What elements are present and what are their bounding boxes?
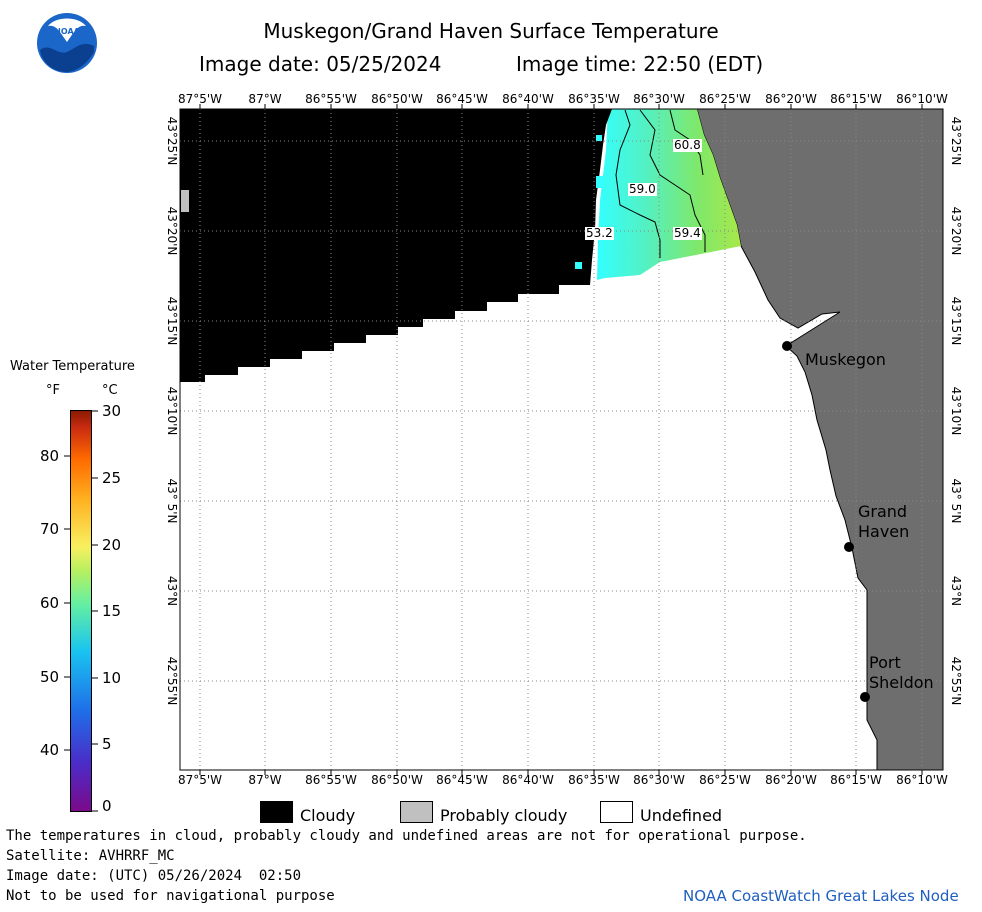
cloud-legend-probably-cloudy-swatch	[400, 801, 433, 823]
legend-c-tick: 20	[102, 536, 122, 554]
lon-label-bottom: 86°50'W	[371, 773, 423, 787]
image-time: Image time: 22:50 (EDT)	[516, 52, 764, 76]
lon-label-top: 86°20'W	[765, 92, 817, 106]
lon-label-top: 86°15'W	[830, 92, 882, 106]
place-label-muskegon: Muskegon	[805, 350, 886, 370]
grand-haven-marker	[844, 542, 854, 552]
cloudy-area	[180, 109, 612, 382]
place-label-line: Sheldon	[869, 673, 934, 692]
legend-f-tick: 60	[40, 594, 60, 612]
legend-f-tick: 40	[40, 741, 60, 759]
footer-utc-date: Image date: (UTC) 05/26/2024 02:50	[6, 868, 302, 884]
muskegon-marker	[782, 341, 792, 351]
lon-label-bottom: 86°10'W	[896, 773, 948, 787]
footer-disclaimer: The temperatures in cloud, probably clou…	[6, 828, 807, 844]
cloud-legend-probably-cloudy-label: Probably cloudy	[440, 806, 568, 825]
footer-satellite: Satellite: AVHRRF_MC	[6, 848, 175, 864]
isotherm-label: 59.4	[673, 226, 702, 240]
sst-speck	[596, 176, 604, 188]
lon-label-bottom: 86°45'W	[436, 773, 488, 787]
place-label-line: Haven	[858, 522, 910, 541]
cloud-legend-cloudy-swatch	[260, 801, 293, 823]
port-sheldon-marker	[860, 692, 870, 702]
lon-label-top: 86°30'W	[633, 92, 685, 106]
legend-title: Water Temperature	[10, 359, 135, 374]
legend-unit-c: °C	[102, 383, 118, 398]
noaa-logo: NOAA	[36, 12, 98, 74]
lon-label-top: 87°W	[248, 92, 282, 106]
lon-label-bottom: 87°5'W	[177, 773, 223, 787]
legend-c-tick: 30	[102, 402, 122, 420]
footer-nav-warning: Not to be used for navigational purpose	[6, 888, 335, 904]
isotherm-label: 60.8	[673, 138, 702, 152]
lon-label-top: 86°40'W	[502, 92, 554, 106]
legend-c-tick: 15	[102, 602, 122, 620]
lon-label-bottom: 86°40'W	[502, 773, 554, 787]
lon-label-top: 86°10'W	[896, 92, 948, 106]
sst-speck	[575, 262, 582, 269]
place-label-port-sheldon: Port Sheldon	[869, 653, 934, 693]
place-label-grand-haven: Grand Haven	[858, 502, 909, 542]
probably-cloudy-patch	[181, 190, 189, 212]
lon-label-top: 86°55'W	[305, 92, 357, 106]
lon-label-bottom: 87°W	[248, 773, 282, 787]
lon-label-top: 86°35'W	[568, 92, 620, 106]
lon-label-top: 86°25'W	[699, 92, 751, 106]
colorbar-ticks	[64, 410, 98, 812]
temperature-colorbar	[70, 410, 92, 812]
lon-label-top: 86°50'W	[371, 92, 423, 106]
legend-f-tick: 70	[40, 520, 60, 538]
cloud-legend-undefined-swatch	[600, 801, 633, 823]
legend-c-tick: 0	[102, 797, 112, 815]
tick-marks	[199, 104, 923, 775]
legend-c-tick: 25	[102, 469, 122, 487]
isotherm-label: 53.2	[585, 226, 614, 240]
legend-f-tick: 80	[40, 447, 60, 465]
place-label-line: Grand	[858, 502, 908, 521]
lon-label-top: 87°5'W	[177, 92, 223, 106]
image-date: Image date: 05/25/2024	[199, 52, 442, 76]
lon-label-bottom: 86°30'W	[633, 773, 685, 787]
place-label-line: Muskegon	[805, 350, 886, 369]
place-label-line: Port	[869, 653, 901, 672]
cloud-legend-cloudy-label: Cloudy	[300, 806, 356, 825]
cloud-legend-undefined-label: Undefined	[640, 806, 723, 825]
legend-unit-f: °F	[46, 383, 60, 398]
isotherm-line	[615, 109, 661, 258]
sst-speck	[596, 135, 602, 141]
isotherm-label: 59.0	[628, 182, 657, 196]
map-title: Muskegon/Grand Haven Surface Temperature	[263, 19, 719, 43]
legend-f-tick: 50	[40, 668, 60, 686]
svg-text:NOAA: NOAA	[54, 27, 80, 36]
lon-label-bottom: 86°20'W	[765, 773, 817, 787]
footer-credit: NOAA CoastWatch Great Lakes Node	[683, 887, 959, 905]
lon-label-bottom: 86°25'W	[699, 773, 751, 787]
lon-label-bottom: 86°55'W	[305, 773, 357, 787]
lon-label-top: 86°45'W	[436, 92, 488, 106]
lon-label-bottom: 86°35'W	[568, 773, 620, 787]
legend-c-tick: 10	[102, 669, 122, 687]
map-frame	[179, 108, 944, 771]
legend-c-tick: 5	[102, 735, 112, 753]
lon-label-bottom: 86°15'W	[830, 773, 882, 787]
